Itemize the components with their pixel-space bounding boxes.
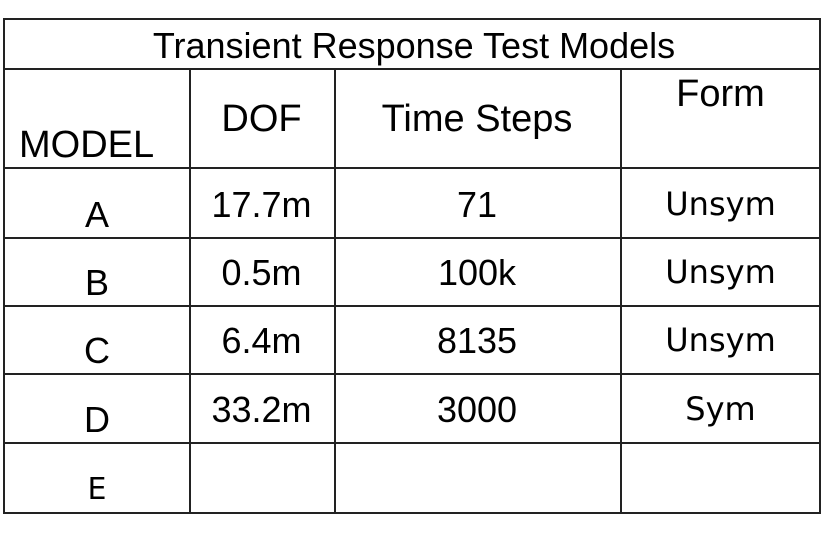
header-model: MODEL [19, 124, 155, 166]
table-title: Transient Response Test Models [152, 25, 676, 66]
cell-model: D [84, 399, 110, 440]
models-table: Transient Response Test Models MODEL DOF… [3, 18, 821, 514]
cell-form: Unsym [665, 253, 776, 291]
divider [5, 68, 819, 70]
divider [5, 373, 819, 375]
cell-steps: 100k [437, 252, 517, 293]
divider [620, 68, 622, 512]
divider [334, 68, 336, 512]
cell-dof: 0.5m [221, 252, 302, 293]
cell-model: C [84, 330, 110, 371]
cell-model: A [84, 194, 109, 235]
header-form: Form [676, 73, 765, 115]
cell-form: Unsym [665, 185, 776, 223]
divider [5, 442, 819, 444]
cell-dof: 17.7m [211, 184, 312, 225]
header-time-steps: Time Steps [381, 98, 573, 140]
cell-steps: 71 [456, 184, 498, 225]
cell-steps: 3000 [436, 389, 518, 430]
cell-dof: 6.4m [221, 320, 302, 361]
cell-form: Unsym [665, 321, 776, 359]
divider [189, 68, 191, 512]
cell-steps: 8135 [436, 320, 518, 361]
header-dof: DOF [221, 98, 302, 140]
divider [5, 237, 819, 239]
cell-form: Sym [685, 390, 756, 428]
cell-dof: 33.2m [211, 389, 312, 430]
divider [5, 305, 819, 307]
cell-model: B [84, 262, 109, 303]
divider [5, 167, 819, 169]
cell-model: E [87, 472, 107, 507]
